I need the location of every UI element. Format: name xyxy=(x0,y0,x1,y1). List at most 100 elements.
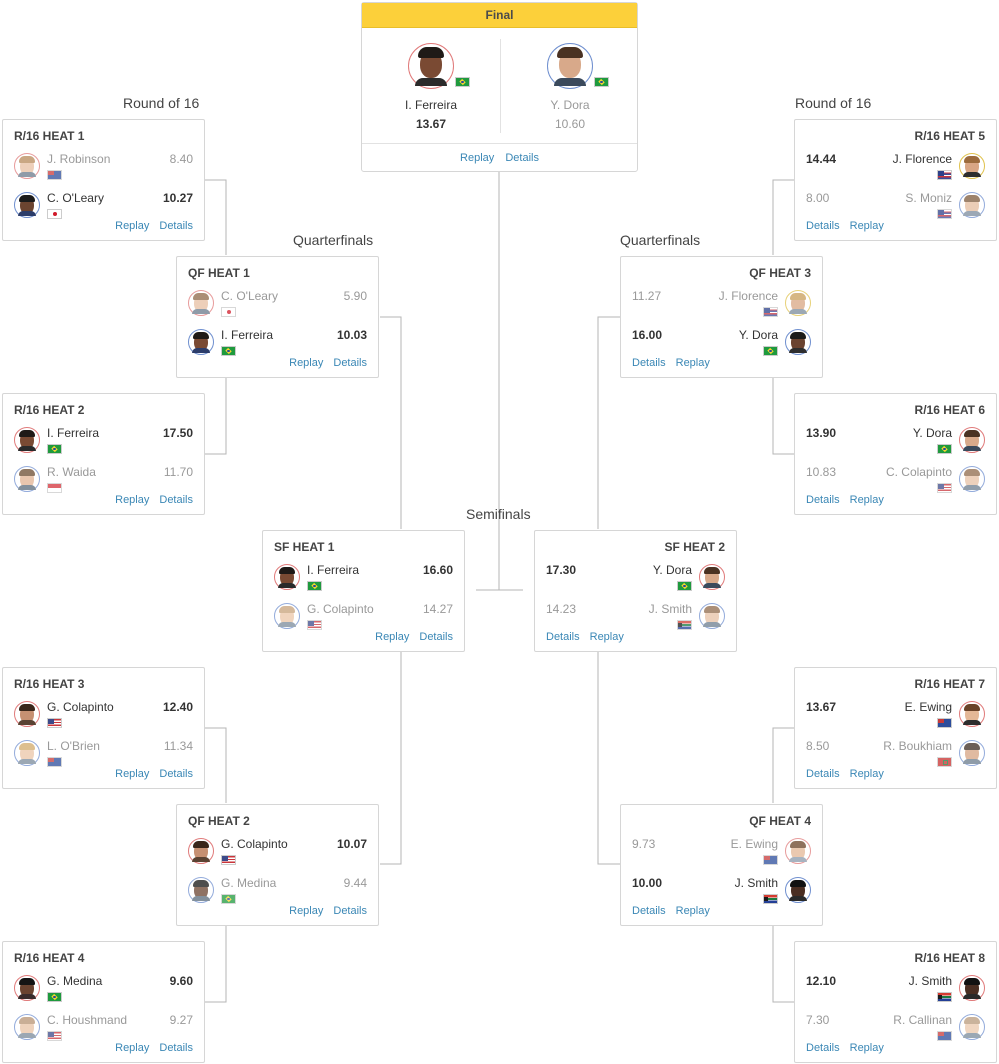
round-title-r16-right: Round of 16 xyxy=(795,95,872,111)
competitor-score: 14.23 xyxy=(546,602,577,616)
round-title-sf: Semifinals xyxy=(466,506,531,522)
details-link[interactable]: Details xyxy=(159,768,193,780)
details-link[interactable]: Details xyxy=(806,220,840,232)
competitor-name: G. Medina xyxy=(47,974,103,988)
replay-link[interactable]: Replay xyxy=(115,768,150,780)
competitor-row: Y. Dora 17.30 xyxy=(535,563,736,597)
competitor-row: R. Boukhiam 8.50 xyxy=(795,739,996,773)
replay-link[interactable]: Replay xyxy=(849,220,884,232)
competitor-score: 10.03 xyxy=(336,328,367,342)
replay-link[interactable]: Replay xyxy=(849,1042,884,1054)
replay-link[interactable]: Replay xyxy=(115,494,150,506)
flag-australia-icon xyxy=(763,855,778,865)
competitor-row: I. Ferreira 17.50 xyxy=(3,426,204,460)
replay-link[interactable]: Replay xyxy=(589,631,624,643)
competitor-row: J. Florence 14.44 xyxy=(795,152,996,186)
details-link[interactable]: Details xyxy=(806,1042,840,1054)
surfer-avatar xyxy=(274,603,300,629)
details-link[interactable]: Details xyxy=(333,905,367,917)
competitor-name: J. Smith xyxy=(648,602,692,616)
flag-usa-icon xyxy=(47,718,62,728)
details-link[interactable]: Details xyxy=(632,357,666,369)
heat-card-qf-4: QF HEAT 4 E. Ewing 9.73 J. Smith 10.00 Detail… xyxy=(620,804,823,926)
details-link[interactable]: Details xyxy=(419,631,453,643)
surfer-avatar xyxy=(188,329,214,355)
flag-brazil-icon xyxy=(763,346,778,356)
replay-link[interactable]: Replay xyxy=(849,494,884,506)
final-player-name: Y. Dora xyxy=(550,98,590,112)
competitor-name: R. Callinan xyxy=(893,1013,952,1027)
details-link[interactable]: Details xyxy=(159,494,193,506)
competitor-name: C. O'Leary xyxy=(47,191,104,205)
competitor-name: E. Ewing xyxy=(730,837,778,851)
competitor-row: C. Colapinto 10.83 xyxy=(795,465,996,499)
surfer-avatar xyxy=(547,43,593,89)
surfer-avatar xyxy=(785,290,811,316)
surfer-avatar xyxy=(188,877,214,903)
heat-card-sf-1: SF HEAT 1 I. Ferreira 16.60 G. Colapinto 14.… xyxy=(262,530,465,652)
competitor-score: 10.27 xyxy=(162,191,193,205)
details-link[interactable]: Details xyxy=(505,152,539,164)
replay-link[interactable]: Replay xyxy=(675,905,710,917)
competitor-score: 9.27 xyxy=(169,1013,193,1027)
surfer-avatar xyxy=(14,192,40,218)
competitor-row: R. Callinan 7.30 xyxy=(795,1013,996,1047)
round-title-r16-left: Round of 16 xyxy=(123,95,200,111)
competitor-row: J. Smith 12.10 xyxy=(795,974,996,1008)
replay-link[interactable]: Replay xyxy=(460,152,495,164)
heat-card-r16-7: R/16 HEAT 7 E. Ewing 13.67 R. Boukhiam 8.50 D… xyxy=(794,667,997,789)
details-link[interactable]: Details xyxy=(806,768,840,780)
competitor-name: R. Waida xyxy=(47,465,96,479)
replay-link[interactable]: Replay xyxy=(849,768,884,780)
heat-links: Details Replay xyxy=(806,1042,894,1054)
competitor-row: Y. Dora 16.00 xyxy=(621,328,822,362)
competitor-row: G. Medina 9.44 xyxy=(177,876,378,910)
details-link[interactable]: Details xyxy=(546,631,580,643)
heat-links: Replay Details xyxy=(105,768,193,780)
competitor-score: 12.10 xyxy=(806,974,837,988)
heat-links: Replay Details xyxy=(365,631,453,643)
flag-hawaii-icon xyxy=(937,170,952,180)
competitor-name: J. Florence xyxy=(892,152,952,166)
flag-morocco-icon xyxy=(937,757,952,767)
details-link[interactable]: Details xyxy=(159,1042,193,1054)
final-card: Final I. Ferreira 13.67 Y. Dora 10.60 Re… xyxy=(361,2,638,172)
surfer-avatar xyxy=(959,427,985,453)
competitor-name: G. Colapinto xyxy=(47,700,114,714)
replay-link[interactable]: Replay xyxy=(675,357,710,369)
competitor-row: E. Ewing 9.73 xyxy=(621,837,822,871)
replay-link[interactable]: Replay xyxy=(289,357,324,369)
flag-australia-icon xyxy=(47,170,62,180)
details-link[interactable]: Details xyxy=(333,357,367,369)
details-link[interactable]: Details xyxy=(632,905,666,917)
replay-link[interactable]: Replay xyxy=(289,905,324,917)
surfer-avatar xyxy=(785,838,811,864)
surfer-avatar xyxy=(14,1014,40,1040)
heat-links: Replay Details xyxy=(279,905,367,917)
heat-links: Replay Details xyxy=(279,357,367,369)
surfer-avatar xyxy=(699,564,725,590)
heat-card-qf-1: QF HEAT 1 C. O'Leary 5.90 I. Ferreira 10.03 R… xyxy=(176,256,379,378)
competitor-name: Y. Dora xyxy=(652,563,692,577)
competitor-row: C. Houshmand 9.27 xyxy=(3,1013,204,1047)
flag-usa-icon xyxy=(937,483,952,493)
round-title-qf-left: Quarterfinals xyxy=(293,232,374,248)
flag-brazil-icon xyxy=(307,581,322,591)
flag-japan-icon xyxy=(221,307,236,317)
replay-link[interactable]: Replay xyxy=(375,631,410,643)
surfer-avatar xyxy=(188,838,214,864)
surfer-avatar xyxy=(14,466,40,492)
final-divider xyxy=(500,39,501,133)
details-link[interactable]: Details xyxy=(806,494,840,506)
surfer-avatar xyxy=(14,427,40,453)
replay-link[interactable]: Replay xyxy=(115,220,150,232)
replay-link[interactable]: Replay xyxy=(115,1042,150,1054)
competitor-score: 16.60 xyxy=(422,563,453,577)
competitor-score: 10.07 xyxy=(336,837,367,851)
details-link[interactable]: Details xyxy=(159,220,193,232)
competitor-name: I. Ferreira xyxy=(221,328,274,342)
heat-title: R/16 HEAT 7 xyxy=(914,677,985,691)
competitor-score: 9.44 xyxy=(343,876,367,890)
round-title-qf-right: Quarterfinals xyxy=(620,232,701,248)
heat-card-r16-2: R/16 HEAT 2 I. Ferreira 17.50 R. Waida 11.70… xyxy=(2,393,205,515)
